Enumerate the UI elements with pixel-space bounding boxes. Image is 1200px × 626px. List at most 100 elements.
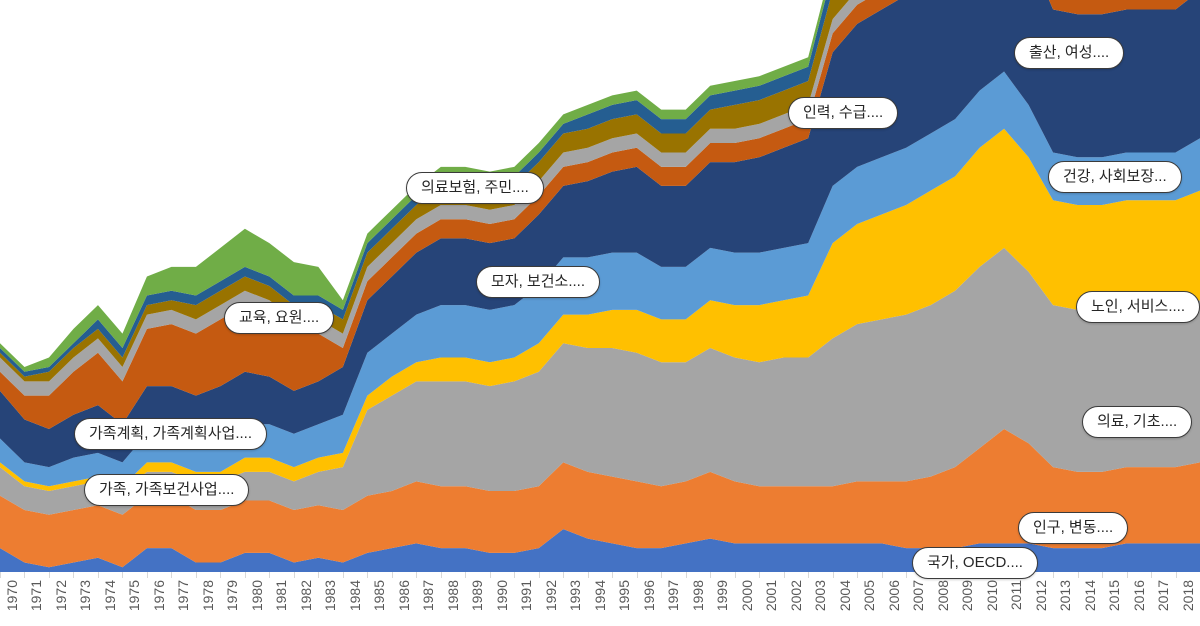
x-axis-label: 1992	[543, 580, 559, 612]
area-series[interactable]: 인구, 변동....	[0, 429, 1200, 568]
series-callout-nation-oecd[interactable]: 국가, OECD....	[912, 547, 1038, 579]
x-axis-label: 1999	[714, 580, 730, 612]
x-axis-tick	[73, 572, 74, 578]
x-axis-tick	[343, 572, 344, 578]
series-callout-health-insurance[interactable]: 의료보험, 주민....	[406, 172, 544, 204]
x-axis-tick	[882, 572, 883, 578]
area-series[interactable]: 의료보험, 주민....	[0, 71, 1200, 487]
x-axis-tick	[245, 572, 246, 578]
x-axis-label: 1975	[126, 580, 142, 612]
x-axis-label: 1990	[494, 580, 510, 612]
x-axis-label: 1974	[102, 580, 118, 612]
x-axis-tick	[637, 572, 638, 578]
series-callout-manpower-supply[interactable]: 인력, 수급....	[788, 97, 899, 129]
series-callout-birth-women[interactable]: 출산, 여성....	[1014, 37, 1125, 69]
x-axis-tick	[906, 572, 907, 578]
area-series[interactable]: 출산, 여성....	[0, 0, 1200, 377]
x-axis-label: 2018	[1180, 580, 1196, 612]
area-series[interactable]: 교육, 요원....	[0, 0, 1200, 396]
x-axis-label: 1988	[445, 580, 461, 612]
x-axis-tick	[24, 572, 25, 578]
series-callout-maternal-center[interactable]: 모자, 보건소....	[476, 266, 601, 298]
x-axis-label: 2017	[1155, 580, 1171, 612]
x-axis-tick	[857, 572, 858, 578]
x-axis-label: 1970	[4, 580, 20, 612]
x-axis-label: 1980	[249, 580, 265, 612]
x-axis: 1970 1971 1972 1973 1974 1975 1976 1977 1978 1979…	[0, 572, 1200, 626]
x-axis-label: 1986	[396, 580, 412, 612]
x-axis-label: 1982	[298, 580, 314, 612]
x-axis-tick	[220, 572, 221, 578]
series-callout-population-change[interactable]: 인구, 변동....	[1018, 512, 1129, 544]
x-axis-tick	[735, 572, 736, 578]
series-callout-family-health[interactable]: 가족, 가족보건사업....	[84, 474, 250, 506]
x-axis-label: 1998	[690, 580, 706, 612]
x-axis-label: 2005	[861, 580, 877, 612]
x-axis-label: 1996	[641, 580, 657, 612]
x-axis-tick	[98, 572, 99, 578]
x-axis-tick	[318, 572, 319, 578]
x-axis-tick	[1078, 572, 1079, 578]
x-axis-tick	[490, 572, 491, 578]
series-callout-family-planning[interactable]: 가족계획, 가족계획사업....	[74, 418, 268, 450]
x-axis-label: 1993	[567, 580, 583, 612]
x-axis-tick	[392, 572, 393, 578]
x-axis-tick	[808, 572, 809, 578]
x-axis-label: 2001	[763, 580, 779, 612]
x-axis-tick	[1102, 572, 1103, 578]
area-series[interactable]: 인력, 수급....	[0, 0, 1200, 382]
x-axis-tick	[122, 572, 123, 578]
x-axis-label: 2015	[1106, 580, 1122, 612]
x-axis-tick	[612, 572, 613, 578]
x-axis-tick	[1176, 572, 1177, 578]
x-axis-tick	[661, 572, 662, 578]
plot-area: 국가, OECD....인구, 변동.... 의료, 기초.... 노인, 서비스.…	[0, 0, 1200, 572]
x-axis-label: 2004	[837, 580, 853, 612]
x-axis-label: 1979	[224, 580, 240, 612]
x-axis-label: 1971	[28, 580, 44, 612]
x-axis-label: 2008	[935, 580, 951, 612]
x-axis-tick	[1151, 572, 1152, 578]
x-axis-label: 1976	[151, 580, 167, 612]
x-axis-tick	[1053, 572, 1054, 578]
area-series-canvas: 국가, OECD....인구, 변동.... 의료, 기초.... 노인, 서비스.…	[0, 0, 1200, 572]
x-axis-label: 1978	[200, 580, 216, 612]
x-axis-label: 1994	[592, 580, 608, 612]
x-axis-label: 1989	[469, 580, 485, 612]
x-axis-tick	[759, 572, 760, 578]
area-series[interactable]: 의료, 기초....	[0, 247, 1200, 515]
area-series[interactable]: 모자, 보건소....	[0, 0, 1200, 429]
series-callout-education-staff[interactable]: 교육, 요원....	[224, 302, 335, 334]
x-axis-tick	[196, 572, 197, 578]
series-callout-medical-basic[interactable]: 의료, 기초....	[1082, 406, 1193, 438]
x-axis-label: 2014	[1082, 580, 1098, 612]
area-series[interactable]: 국가, OECD....	[0, 529, 1200, 572]
x-axis-label: 1985	[371, 580, 387, 612]
x-axis-tick	[416, 572, 417, 578]
area-series[interactable]: 가족계획, 가족계획사업....	[0, 0, 1200, 372]
x-axis-label: 2003	[812, 580, 828, 612]
x-axis-tick	[294, 572, 295, 578]
x-axis-tick	[833, 572, 834, 578]
x-axis-label: 2013	[1057, 580, 1073, 612]
x-axis-tick	[1127, 572, 1128, 578]
x-axis-label: 1977	[175, 580, 191, 612]
area-series[interactable]: 노인, 서비스....	[0, 128, 1200, 491]
x-axis-tick	[588, 572, 589, 578]
x-axis-label: 1973	[77, 580, 93, 612]
x-axis-label: 2000	[739, 580, 755, 612]
series-callout-health-security[interactable]: 건강, 사회보장...	[1048, 161, 1182, 193]
x-axis-label: 2009	[959, 580, 975, 612]
x-axis-tick	[171, 572, 172, 578]
x-axis-label: 1981	[273, 580, 289, 612]
x-axis-tick	[710, 572, 711, 578]
x-axis-tick	[147, 572, 148, 578]
x-axis-label: 1983	[322, 580, 338, 612]
x-axis-tick	[269, 572, 270, 578]
series-callout-elderly-service[interactable]: 노인, 서비스....	[1076, 291, 1200, 323]
area-series[interactable]: 건강, 사회보장...	[0, 0, 1200, 468]
x-axis-tick	[0, 572, 1, 578]
x-axis-tick	[686, 572, 687, 578]
x-axis-label: 2011	[1008, 580, 1024, 611]
